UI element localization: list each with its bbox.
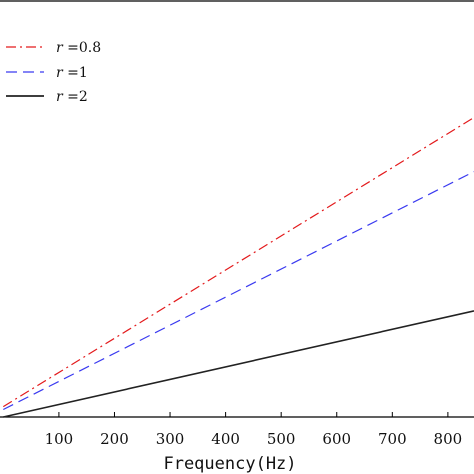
series-line-0	[2, 116, 474, 408]
x-tick-label-700: 700	[378, 430, 407, 448]
x-axis-title: Frequency(Hz)	[163, 454, 296, 474]
x-tick-label-300: 300	[156, 430, 185, 448]
x-tick-label-500: 500	[267, 430, 296, 448]
x-tick-label-100: 100	[45, 430, 74, 448]
legend: r =0.8 r =1 r =2	[6, 40, 101, 105]
x-tick-label-800: 800	[434, 430, 463, 448]
series-line-2	[3, 310, 474, 418]
legend-label-0: r =0.8	[56, 40, 101, 56]
x-tick-labels: 100 200 300 400 500 600 700 800	[45, 430, 463, 448]
legend-label-1: r =1	[56, 65, 88, 81]
series-lines	[2, 116, 474, 418]
legend-label-2: r =2	[56, 89, 88, 105]
x-tick-label-400: 400	[211, 430, 240, 448]
x-tick-label-600: 600	[322, 430, 351, 448]
x-tick-label-200: 200	[100, 430, 129, 448]
x-ticks	[58, 412, 449, 417]
series-line-1	[3, 171, 474, 411]
